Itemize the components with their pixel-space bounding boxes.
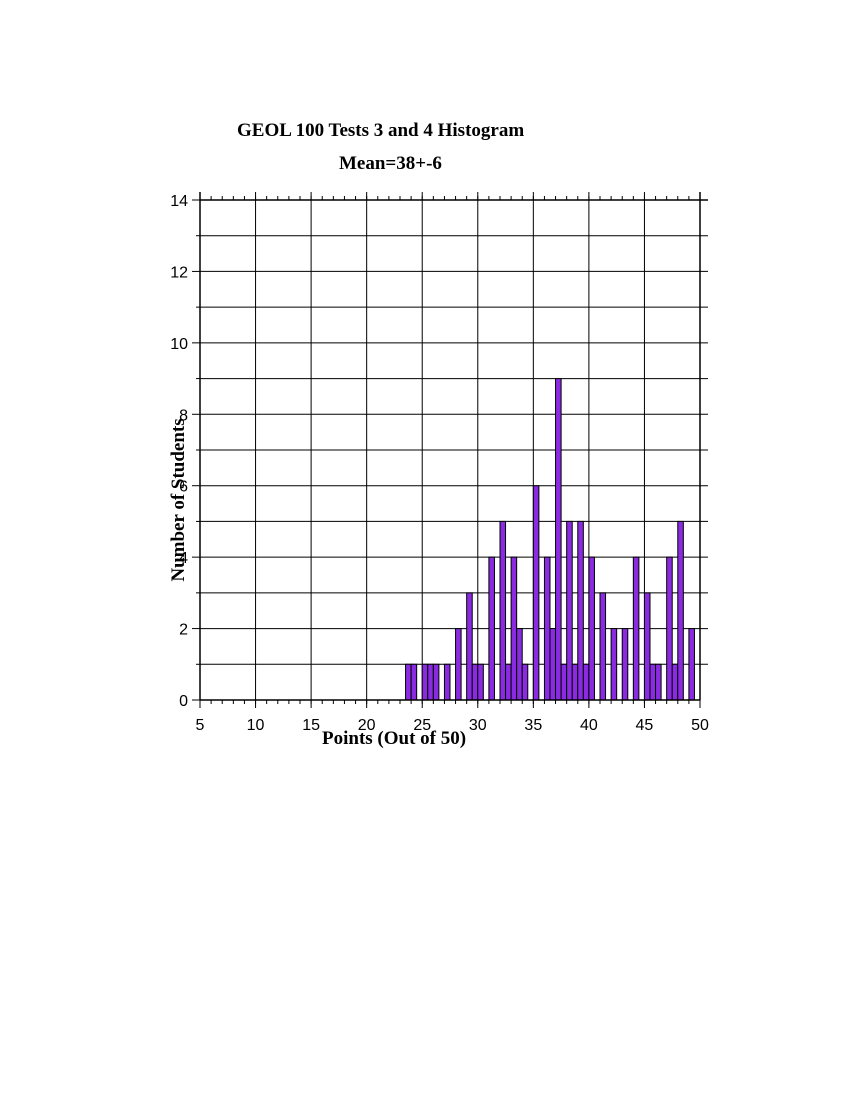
y-tick-label: 0 <box>179 693 188 710</box>
histogram-bar <box>677 520 684 701</box>
histogram-bar <box>516 628 523 701</box>
histogram-bar <box>443 663 451 701</box>
histogram-bar <box>532 485 540 701</box>
histogram-bar <box>455 628 462 701</box>
histogram-bar <box>666 556 673 701</box>
histogram-bar <box>510 556 518 701</box>
bars <box>405 378 695 701</box>
histogram-bar <box>471 663 479 701</box>
histogram-bar <box>410 663 418 701</box>
histogram-bar <box>632 556 640 701</box>
histogram-bar <box>477 663 484 701</box>
histogram-bar <box>588 556 595 701</box>
histogram-bar <box>643 592 651 701</box>
histogram-bar <box>582 663 590 701</box>
x-tick-label: 25 <box>413 717 431 734</box>
y-tick-label: 4 <box>179 550 188 567</box>
chart-title: GEOL 100 Tests 3 and 4 Histogram <box>237 120 525 141</box>
x-tick-label: 50 <box>691 717 709 734</box>
x-tick-label: 10 <box>247 717 265 734</box>
histogram-bar <box>649 663 657 701</box>
histogram-bar <box>499 520 507 701</box>
x-tick-label: 30 <box>469 717 487 734</box>
histogram-bar <box>421 663 429 701</box>
x-axis-label: Points (Out of 50) <box>322 728 467 749</box>
histogram-bar <box>543 556 551 701</box>
histogram-bar <box>427 663 434 701</box>
chart-subtitle: Mean=38+-6 <box>339 153 442 174</box>
y-tick-label: 6 <box>179 479 188 496</box>
histogram-bar <box>610 628 618 701</box>
histogram-bar <box>621 628 629 701</box>
histogram-bar <box>555 378 562 701</box>
histogram-bar <box>549 628 557 701</box>
axes <box>192 192 708 708</box>
histogram-bar <box>577 520 584 701</box>
histogram-bar <box>505 663 512 701</box>
y-tick-label: 10 <box>170 336 188 353</box>
histogram-bar <box>560 663 568 701</box>
grid-lines <box>200 192 708 700</box>
histogram-bar <box>466 592 473 701</box>
histogram-bar <box>566 520 573 701</box>
x-tick-label: 45 <box>636 717 654 734</box>
x-tick-label: 15 <box>302 717 320 734</box>
tick-labels: 5 10 15 20 25 30 35 40 45 50 0 2 4 6 8 10 12 14 <box>170 193 709 734</box>
histogram-bar <box>599 592 607 701</box>
y-axis-label: Number of Students <box>168 418 189 582</box>
histogram-bar <box>671 663 679 701</box>
histogram-bar <box>405 663 412 701</box>
x-tick-label: 35 <box>524 717 542 734</box>
x-tick-label: 40 <box>580 717 598 734</box>
histogram-bar <box>655 663 662 701</box>
histogram-bar <box>432 663 440 701</box>
x-tick-label: 20 <box>358 717 376 734</box>
y-tick-label: 8 <box>179 407 188 424</box>
y-tick-label: 14 <box>170 193 188 210</box>
histogram-bar <box>521 663 529 701</box>
histogram-bar <box>488 556 495 701</box>
x-tick-label: 5 <box>196 717 205 734</box>
y-tick-label: 2 <box>179 622 188 639</box>
histogram-bar <box>571 663 579 701</box>
histogram-bar <box>688 628 695 701</box>
y-tick-label: 12 <box>170 264 188 281</box>
